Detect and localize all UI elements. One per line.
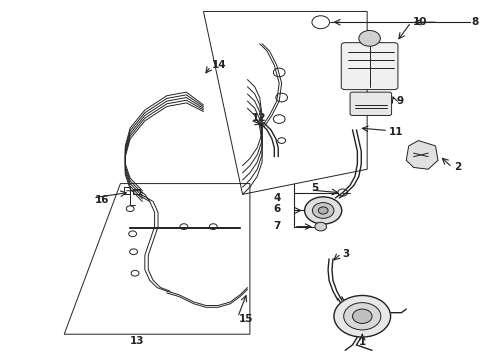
Circle shape <box>313 203 334 219</box>
Text: 13: 13 <box>130 336 145 346</box>
Text: 8: 8 <box>471 17 478 27</box>
Text: 5: 5 <box>311 183 318 193</box>
Polygon shape <box>406 140 438 169</box>
Text: 6: 6 <box>273 204 281 215</box>
Circle shape <box>343 303 381 330</box>
FancyBboxPatch shape <box>350 92 392 116</box>
FancyBboxPatch shape <box>341 42 398 90</box>
Text: 16: 16 <box>95 195 109 206</box>
Text: 7: 7 <box>273 221 281 230</box>
Text: 1: 1 <box>359 337 366 347</box>
Text: 2: 2 <box>454 162 462 172</box>
Text: 12: 12 <box>251 113 266 123</box>
Circle shape <box>352 309 372 323</box>
Text: 4: 4 <box>273 193 281 203</box>
Circle shape <box>315 222 327 231</box>
Circle shape <box>359 31 380 46</box>
Text: 10: 10 <box>413 17 427 27</box>
Circle shape <box>305 197 342 224</box>
Text: 3: 3 <box>343 248 350 258</box>
Text: 11: 11 <box>389 127 404 137</box>
Text: 9: 9 <box>396 96 404 106</box>
Circle shape <box>318 207 328 214</box>
Circle shape <box>334 296 391 337</box>
Text: 15: 15 <box>239 314 254 324</box>
Text: 14: 14 <box>212 59 226 69</box>
